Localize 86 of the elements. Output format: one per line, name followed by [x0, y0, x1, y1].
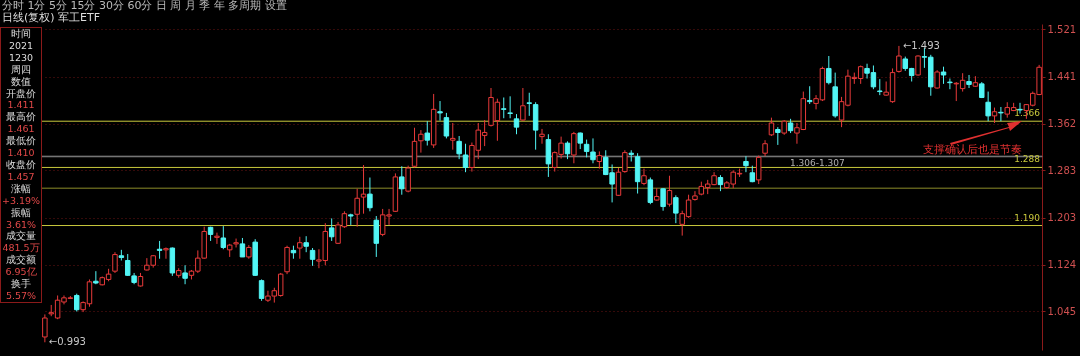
ref-line-label: 1.288 — [1014, 154, 1041, 165]
text: 1.457 — [6, 170, 36, 183]
candlestick — [399, 165, 405, 196]
candlestick — [896, 45, 902, 74]
ref-line-label: 1.190 — [1014, 212, 1041, 223]
candlestick — [513, 113, 520, 135]
candlestick — [947, 78, 953, 90]
candlestick — [437, 100, 443, 122]
candlestick — [755, 155, 762, 185]
candlestick — [966, 74, 972, 89]
candlestick — [405, 165, 411, 193]
candlestick — [214, 232, 220, 245]
text: 481.5万 — [1, 242, 41, 254]
text: 1230 — [7, 51, 35, 64]
candlestick — [182, 264, 188, 285]
candlestick — [666, 175, 673, 208]
candlestick — [615, 167, 622, 197]
text: 1.411 — [6, 99, 36, 111]
candlestick — [112, 251, 118, 274]
text: 最低价 — [5, 135, 37, 148]
candlestick — [673, 194, 679, 224]
band-label: 1.306-1.307 — [790, 157, 845, 168]
y-tick-label: 1.441 — [1047, 71, 1077, 83]
annotation: ←1.493 — [902, 39, 940, 51]
text: 换手 — [10, 278, 32, 290]
annotation: 支撑确认后也是节奏 — [922, 142, 1022, 156]
candlestick — [220, 225, 227, 250]
text: 开盘价 — [5, 87, 37, 100]
text: 振幅 — [10, 206, 32, 219]
candlestick — [622, 149, 628, 174]
text: 周四 — [10, 63, 32, 76]
candlestick — [768, 117, 775, 137]
candlestick — [456, 135, 462, 160]
candlestick — [360, 164, 367, 215]
candlestick — [628, 149, 634, 163]
candlestick — [354, 188, 360, 228]
candlestick — [328, 217, 335, 242]
text: 收盘价 — [5, 158, 37, 171]
candlestick — [660, 187, 666, 212]
candlestick — [934, 69, 940, 90]
candlestick — [647, 177, 654, 205]
candlestick — [450, 122, 456, 151]
text: 成交额 — [5, 254, 37, 267]
candlestick — [539, 128, 545, 145]
text: 1.410 — [6, 147, 36, 159]
text: 成交量 — [5, 230, 37, 243]
candlestick — [462, 143, 469, 173]
candlestick — [985, 91, 991, 122]
text: 最高价 — [5, 111, 37, 124]
candlestick — [915, 54, 921, 77]
y-tick-label: 1.362 — [1047, 118, 1077, 130]
candlestick — [373, 215, 380, 258]
y-tick-label: 1.045 — [1047, 305, 1077, 317]
candlestick — [507, 95, 513, 119]
annotation: ←0.993 — [48, 336, 86, 348]
candlestick — [571, 131, 577, 164]
candlestick — [520, 87, 526, 122]
y-tick-label: 1.283 — [1047, 164, 1077, 176]
candlestick — [258, 278, 265, 302]
candlestick — [826, 55, 832, 85]
candlestick — [93, 270, 99, 285]
text: 涨幅 — [10, 182, 32, 195]
candlestick — [367, 177, 373, 212]
text: 5.57% — [4, 289, 38, 302]
y-tick-label: 1.203 — [1047, 212, 1077, 224]
candlestick — [526, 92, 532, 117]
candlestick — [297, 236, 303, 260]
chart-subtitle: 分时 1分 5分 15分 30分 60分 日 周 月 季 年 多周期 设置 — [2, 0, 287, 12]
chart-title: 日线(复权) 军工ETF — [2, 11, 101, 24]
text: 6.95亿 — [4, 266, 38, 279]
text: 数值 — [10, 75, 32, 88]
text: +3.19% — [1, 194, 41, 207]
candlestick — [418, 129, 424, 154]
candlestick — [501, 97, 507, 119]
candlestick — [424, 120, 431, 147]
text: 3.61% — [4, 218, 38, 230]
candlestick — [998, 106, 1004, 122]
candlestick — [443, 112, 450, 139]
text: 时间 — [10, 28, 32, 40]
y-tick-label: 1.521 — [1047, 23, 1077, 35]
y-tick-label: 1.124 — [1047, 259, 1077, 271]
candlestick — [239, 237, 246, 258]
text: 1.461 — [6, 123, 36, 136]
text: 2021 — [7, 39, 35, 52]
candlestick — [743, 155, 749, 173]
candlestick — [163, 246, 169, 260]
